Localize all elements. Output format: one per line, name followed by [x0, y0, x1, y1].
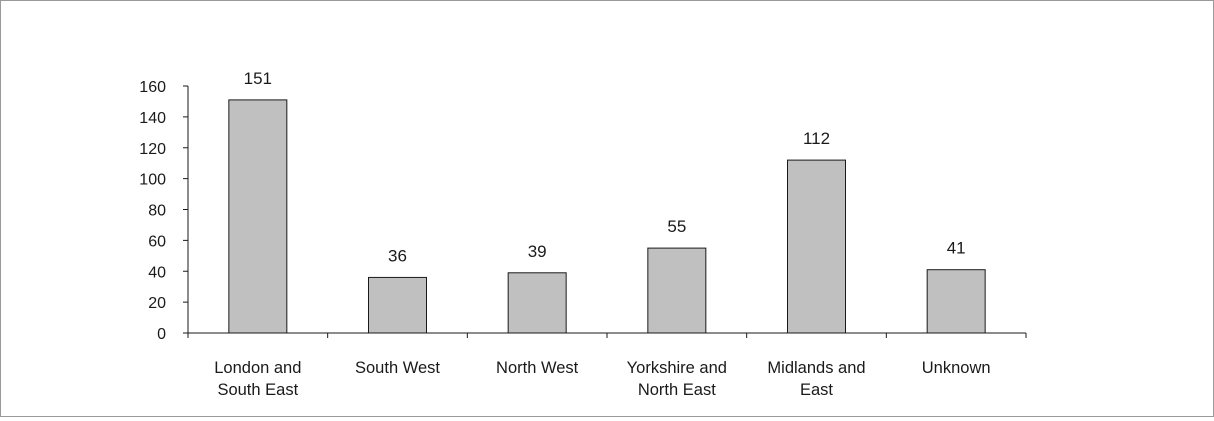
category-label: London and South East: [214, 359, 301, 399]
y-tick-label: 0: [157, 326, 166, 343]
y-tick-label: 80: [148, 203, 166, 220]
bar: [507, 272, 567, 334]
category-label: South West: [355, 359, 440, 377]
category-label-line: London and: [214, 359, 301, 377]
data-label: 55: [667, 217, 686, 236]
category-label: Yorkshire and North East: [627, 359, 727, 399]
bar: [926, 269, 986, 334]
data-label: 41: [947, 239, 966, 258]
data-label: 151: [244, 69, 272, 88]
data-label: 39: [528, 242, 547, 261]
category-label: Unknown: [922, 359, 991, 377]
x-axis: [187, 332, 1027, 338]
category-labels: London and South East South West North West…: [214, 359, 990, 399]
y-tick-label: 100: [139, 172, 166, 189]
y-tick-label: 160: [139, 79, 166, 96]
bar: [368, 276, 427, 334]
category-label-line: South West: [355, 359, 440, 377]
category-label-line: East: [800, 381, 833, 399]
y-tick-label: 20: [148, 295, 166, 312]
category-label-line: Yorkshire and: [627, 359, 727, 377]
category-label-line: South East: [217, 381, 298, 399]
y-tick-label: 120: [139, 141, 166, 158]
y-tick-label: 40: [148, 264, 166, 281]
category-label-line: North East: [638, 381, 716, 399]
category-label-line: Unknown: [922, 359, 991, 377]
category-label-line: North West: [496, 359, 579, 377]
category-label-line: Midlands and: [767, 359, 865, 377]
category-label: North West: [496, 359, 579, 377]
data-label: 36: [388, 246, 407, 265]
category-label: Midlands and East: [767, 359, 865, 399]
bar: [787, 159, 846, 334]
y-tick-label: 140: [139, 110, 166, 127]
bar: [228, 99, 288, 334]
data-label: 112: [803, 129, 830, 148]
bar: [647, 247, 707, 334]
bars: [228, 99, 986, 334]
data-labels: 151 36 39 55 112 41: [244, 69, 966, 266]
y-axis: 0 20 40 60 80 100 120 140 160: [139, 79, 189, 343]
y-tick-label: 60: [148, 233, 166, 250]
